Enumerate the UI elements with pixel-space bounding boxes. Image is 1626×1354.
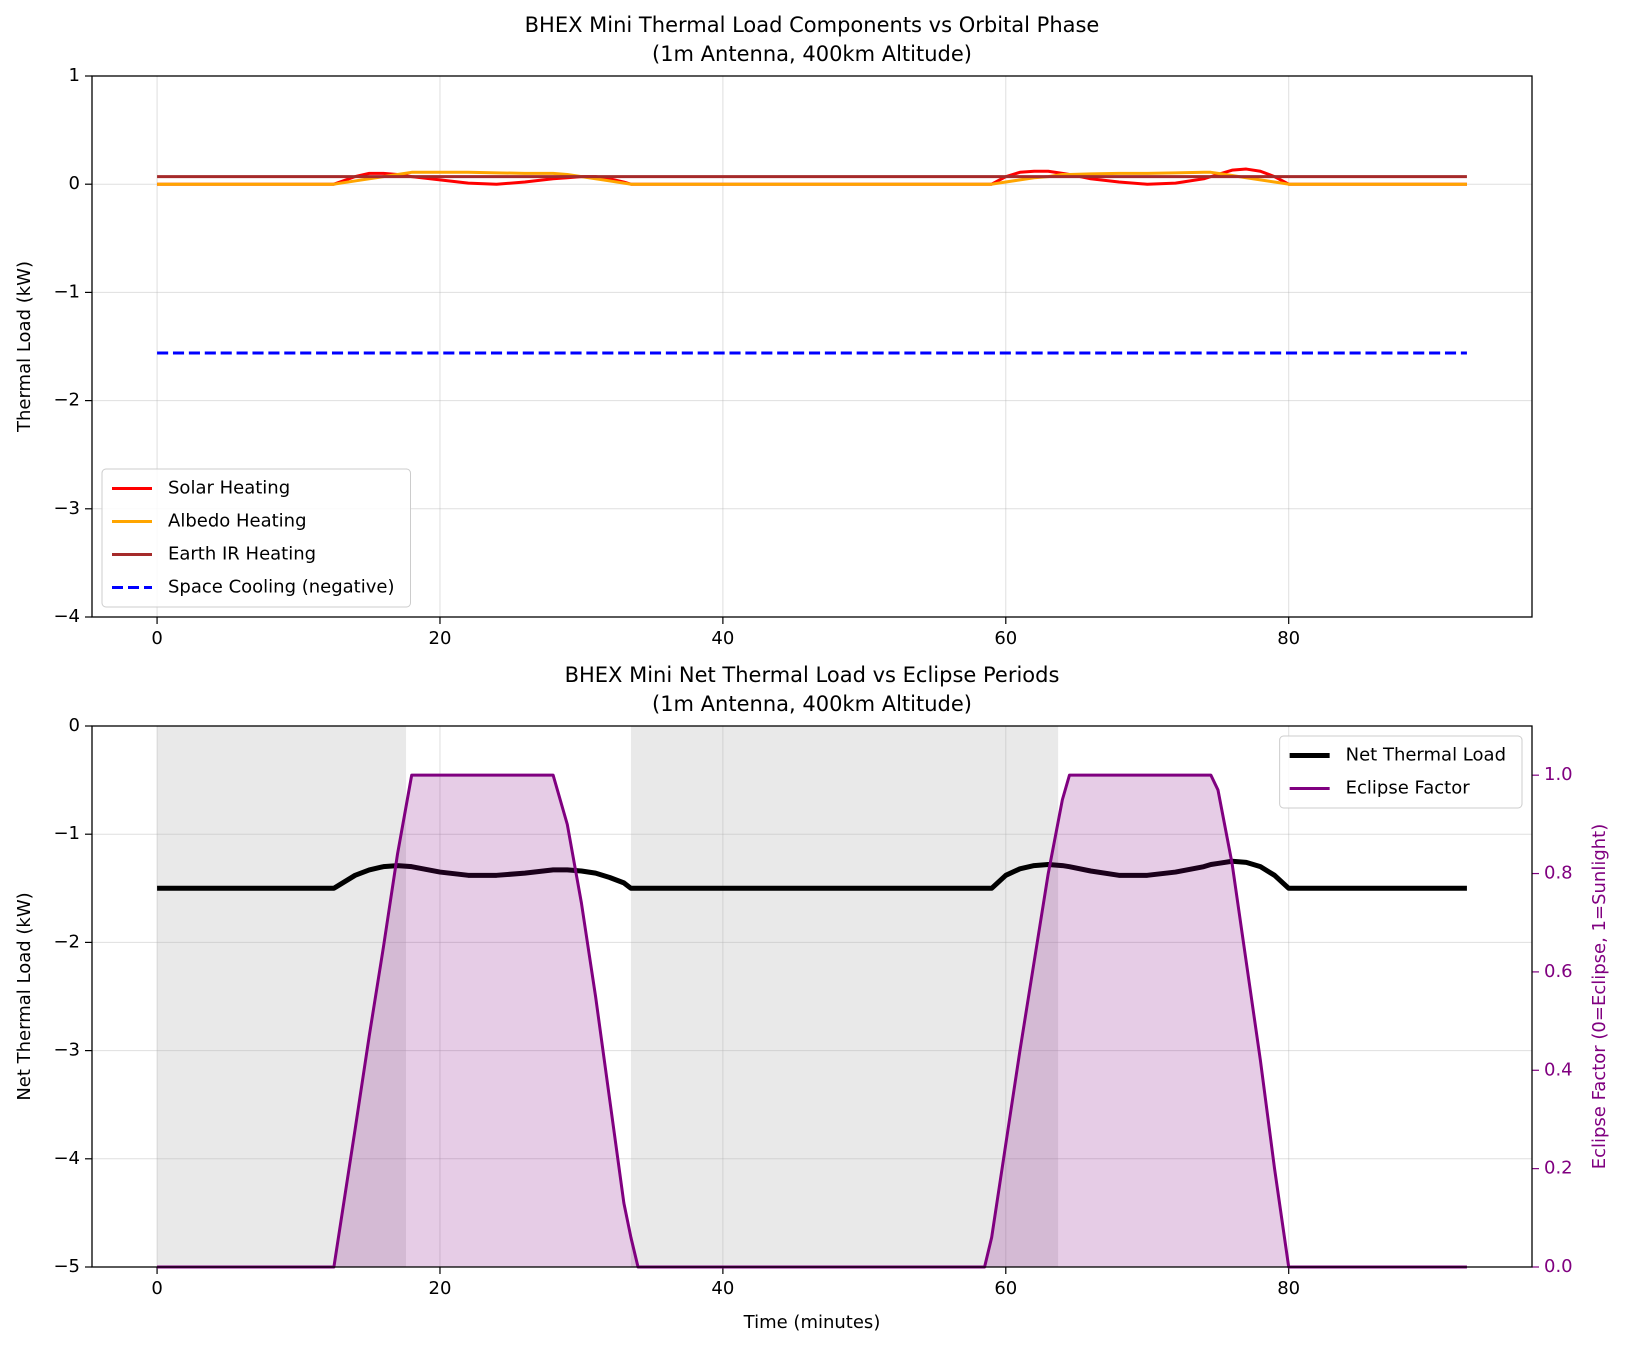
legend-label: Net Thermal Load — [1346, 745, 1506, 766]
y-tick-label: −1 — [53, 823, 80, 844]
shaded-span — [630, 726, 1059, 1267]
y-tick-label: −3 — [53, 1040, 80, 1061]
y-axis-label: Net Thermal Load (kW) — [14, 892, 35, 1100]
y-tick-label: −5 — [53, 1256, 80, 1277]
area-fill — [157, 775, 1467, 1267]
y-tick-label: −2 — [53, 390, 80, 411]
legend-label: Solar Heating — [168, 478, 290, 499]
chart-subtitle: (1m Antenna, 400km Altitude) — [652, 42, 972, 66]
legend: Solar Heating Albedo Heating Earth IR Heat… — [101, 468, 411, 608]
y-tick-label: 0 — [69, 173, 80, 194]
x-tick-label: 80 — [1277, 628, 1300, 649]
chart-title: BHEX Mini Thermal Load Components vs Orb… — [525, 13, 1100, 37]
y2-axis-label: Eclipse Factor (0=Eclipse, 1=Sunlight) — [1589, 824, 1610, 1170]
legend-label: Space Cooling (negative) — [168, 577, 395, 598]
axes-frame — [91, 75, 1533, 618]
legend-box — [1279, 735, 1523, 809]
y-tick-label: 1 — [69, 65, 80, 86]
y-tick-label: −1 — [53, 281, 80, 302]
axes-frame — [91, 725, 1533, 1268]
y2-tick-label: 0.2 — [1544, 1158, 1573, 1179]
x-tick-label: 60 — [994, 1278, 1017, 1299]
x-tick-label: 80 — [1277, 1278, 1300, 1299]
y2-tick-label: 0.8 — [1544, 863, 1573, 884]
y2-tick-label: 0.0 — [1544, 1256, 1573, 1277]
legend-label: Earth IR Heating — [168, 544, 316, 565]
y-axis-label: Thermal Load (kW) — [14, 261, 35, 433]
y-tick-label: −3 — [53, 498, 80, 519]
series-line — [157, 170, 1467, 186]
legend-label: Eclipse Factor — [1346, 778, 1471, 799]
chart-subtitle: (1m Antenna, 400km Altitude) — [652, 692, 972, 716]
legend-label: Albedo Heating — [168, 511, 307, 532]
y-tick-label: −2 — [53, 931, 80, 952]
legend: Net Thermal Load Eclipse Factor — [1279, 735, 1523, 809]
x-tick-label: 40 — [711, 1278, 734, 1299]
y-tick-label: −4 — [53, 1148, 80, 1169]
series-line — [157, 858, 1467, 891]
y-tick-label: −4 — [53, 606, 80, 627]
x-tick-label: 20 — [429, 1278, 452, 1299]
x-tick-label: 40 — [711, 628, 734, 649]
x-tick-label: 0 — [151, 1278, 162, 1299]
y2-tick-label: 0.6 — [1544, 961, 1573, 982]
y2-tick-label: 0.4 — [1544, 1059, 1573, 1080]
legend-box — [101, 468, 411, 608]
x-axis-label: Time (minutes) — [743, 1312, 881, 1333]
x-tick-label: 0 — [151, 628, 162, 649]
x-tick-label: 20 — [429, 628, 452, 649]
y2-tick-label: 1.0 — [1544, 764, 1573, 785]
shaded-span — [157, 726, 407, 1267]
y-tick-label: 0 — [69, 715, 80, 736]
chart-title: BHEX Mini Net Thermal Load vs Eclipse Pe… — [565, 663, 1060, 687]
x-tick-label: 60 — [994, 628, 1017, 649]
